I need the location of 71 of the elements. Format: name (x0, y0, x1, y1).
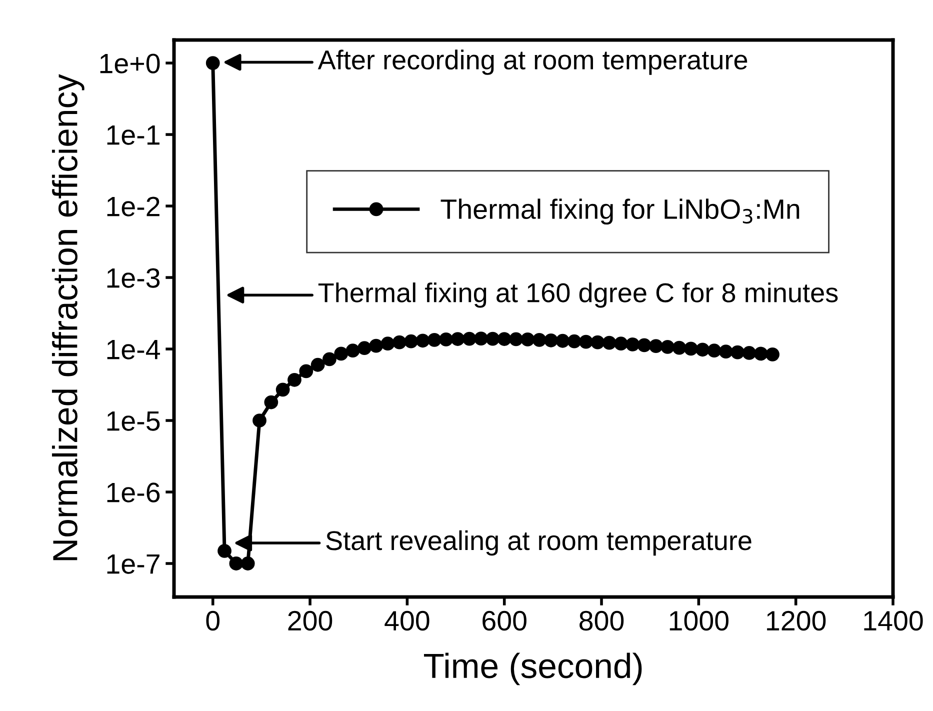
x-axis-title: Time (second) (424, 652, 642, 686)
legend-label: Thermal fixing for LiNbO$_{3}$:Mn (440, 198, 800, 225)
point (696, 342, 710, 357)
x-tick-label: 1400 (864, 610, 923, 631)
point (556, 334, 570, 348)
point (509, 332, 523, 346)
point (218, 544, 232, 558)
point (474, 332, 488, 346)
point (672, 340, 686, 355)
point (252, 414, 266, 428)
point (579, 334, 593, 349)
annotation: Thermal fixing at 160 dgree C for 8 minutes (318, 282, 838, 308)
y-tick-label: 1e-7 (107, 554, 160, 574)
point (544, 333, 558, 348)
point (392, 335, 406, 350)
point (742, 346, 756, 360)
point (590, 335, 605, 350)
point (276, 382, 290, 397)
point (310, 358, 325, 372)
point (322, 352, 336, 366)
x-tick-label: 1200 (767, 610, 826, 631)
point (404, 334, 418, 348)
x-tick-label: 600 (482, 610, 526, 631)
point (602, 336, 616, 350)
point (684, 342, 698, 356)
point (357, 341, 372, 356)
point (380, 336, 395, 351)
y-tick-label: 1e-1 (107, 125, 160, 145)
point (520, 332, 535, 346)
point (648, 339, 663, 354)
point (206, 56, 220, 70)
point (567, 334, 582, 348)
x-tick-label: 0 (206, 610, 220, 631)
y-axis-title: Normalized diffraction efficiency (52, 74, 84, 560)
point (462, 332, 476, 346)
point (346, 344, 360, 358)
point (288, 372, 302, 387)
annotation: Start revealing at room temperature (326, 530, 752, 556)
x-tick-label: 800 (580, 610, 624, 631)
point (660, 340, 675, 354)
point (626, 337, 640, 352)
point (754, 346, 768, 361)
point (730, 345, 744, 360)
point (334, 346, 348, 361)
point (299, 364, 314, 378)
y-tick-label: 1e-5 (107, 411, 160, 431)
x-tick-label: 1000 (670, 610, 728, 631)
point (707, 344, 722, 358)
point (497, 332, 512, 346)
point (369, 338, 384, 353)
annotation: After recording at room temperature (318, 50, 748, 75)
y-tick-label: 1e-2 (107, 196, 160, 216)
y-tick-label: 1e-6 (107, 482, 160, 502)
point (637, 338, 652, 352)
point (614, 336, 628, 351)
point (229, 556, 244, 570)
x-tick-label: 200 (288, 610, 332, 631)
y-tick-label: 1e+0 (100, 54, 160, 74)
point (450, 332, 465, 346)
point (427, 332, 442, 347)
point (766, 347, 780, 362)
point (416, 334, 430, 348)
y-tick-label: 1e-4 (107, 340, 160, 360)
point (718, 344, 733, 359)
point (264, 395, 278, 410)
point (486, 332, 500, 346)
point (240, 556, 255, 570)
point (532, 332, 546, 347)
point (439, 332, 453, 346)
y-tick-label: 1e-3 (107, 268, 160, 288)
x-tick-label: 400 (384, 610, 430, 631)
